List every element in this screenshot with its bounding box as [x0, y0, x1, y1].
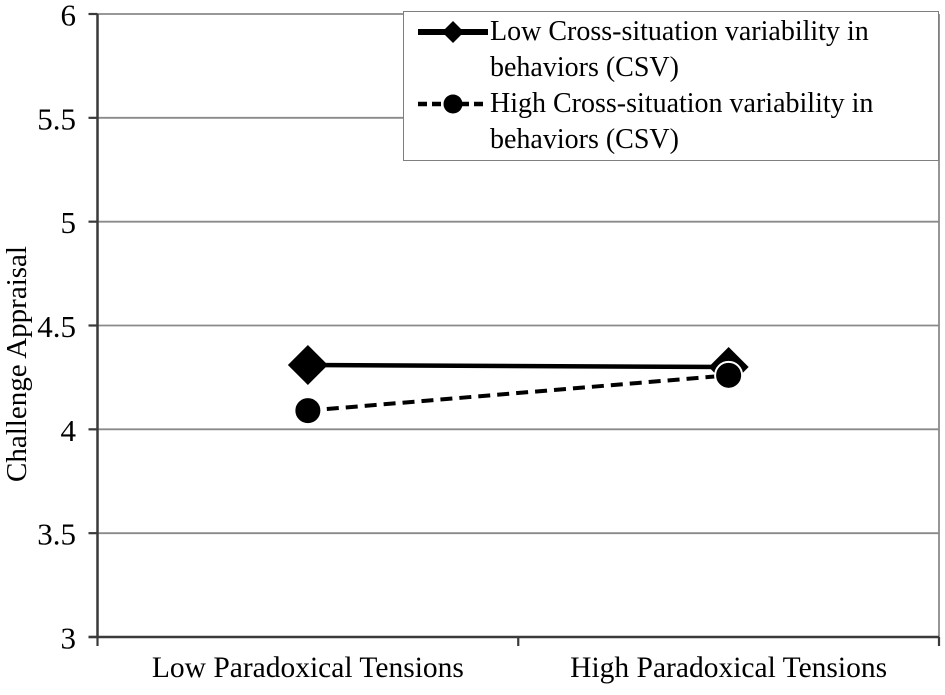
series-line-low-csv	[307, 362, 729, 370]
dashed-line-circle-marker-icon	[418, 94, 488, 114]
data-point-diamond	[287, 344, 328, 385]
y-tick-label: 5	[61, 205, 77, 240]
y-tick-label: 4.5	[37, 309, 76, 344]
y-axis-title: Challenge Appraisal	[1, 246, 33, 482]
data-point-circle	[293, 396, 323, 426]
y-tick-label: 3.5	[37, 517, 76, 552]
legend: Low Cross-situation variability in behav…	[403, 11, 939, 161]
y-tick-label: 6	[61, 0, 77, 33]
category-label: Low Paradoxical Tensions	[152, 652, 464, 684]
legend-entry-high-csv: High Cross-situation variability in beha…	[416, 86, 938, 158]
y-tick-label: 5.5	[37, 101, 76, 136]
series-line-high-csv	[307, 373, 729, 413]
legend-label-high-csv: High Cross-situation variability in beha…	[490, 88, 874, 155]
y-tick-label: 4	[61, 413, 77, 448]
legend-entry-low-csv: Low Cross-situation variability in behav…	[416, 14, 938, 86]
legend-label-low-csv: Low Cross-situation variability in behav…	[490, 16, 869, 83]
category-label: High Paradoxical Tensions	[570, 652, 887, 684]
data-point-circle	[714, 360, 744, 390]
solid-line-diamond-marker-icon	[418, 21, 488, 43]
y-tick-label: 3	[61, 621, 77, 656]
